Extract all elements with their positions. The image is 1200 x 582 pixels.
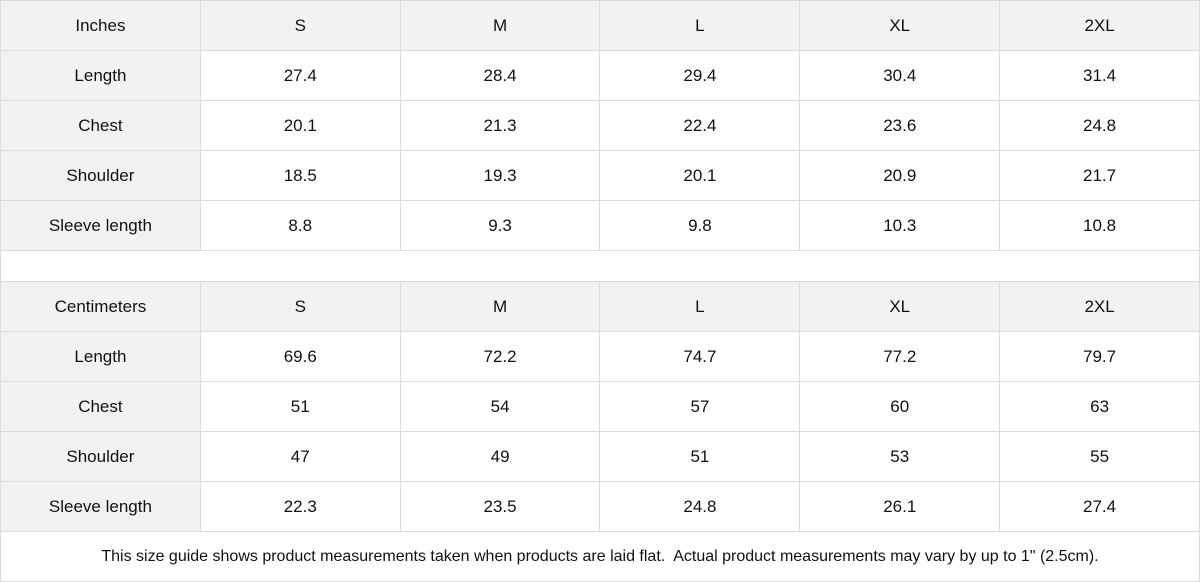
inches-size-table: Inches S M L XL 2XL Length 27.4 28.4 29.4 30.4 31.4… (0, 0, 1200, 251)
measurement-value: 53 (800, 432, 1001, 482)
table-spacer (0, 251, 1200, 281)
measurement-label: Shoulder (1, 432, 201, 482)
measurement-label: Length (1, 332, 201, 382)
size-header: S (200, 282, 401, 332)
unit-header: Centimeters (1, 282, 201, 332)
measurement-value: 9.3 (400, 201, 601, 251)
measurement-value: 9.8 (600, 201, 801, 251)
measurement-value: 10.3 (800, 201, 1001, 251)
size-header: S (200, 1, 401, 51)
measurement-value: 27.4 (1000, 482, 1200, 532)
size-header: L (600, 1, 801, 51)
measurement-value: 54 (400, 382, 601, 432)
centimeters-size-table: Centimeters S M L XL 2XL Length 69.6 72.2 74.7 77.… (0, 281, 1200, 532)
measurement-value: 55 (1000, 432, 1200, 482)
measurement-value: 23.5 (400, 482, 601, 532)
measurement-label: Sleeve length (1, 482, 201, 532)
size-header: 2XL (1000, 1, 1200, 51)
measurement-value: 72.2 (400, 332, 601, 382)
measurement-label: Chest (1, 382, 201, 432)
measurement-value: 27.4 (200, 51, 401, 101)
measurement-value: 47 (200, 432, 401, 482)
measurement-value: 79.7 (1000, 332, 1200, 382)
measurement-value: 26.1 (800, 482, 1001, 532)
measurement-value: 20.9 (800, 151, 1001, 201)
size-header: XL (800, 1, 1001, 51)
measurement-value: 74.7 (600, 332, 801, 382)
measurement-value: 77.2 (800, 332, 1001, 382)
measurement-value: 22.3 (200, 482, 401, 532)
measurement-value: 51 (200, 382, 401, 432)
measurement-value: 20.1 (200, 101, 401, 151)
size-header: M (400, 282, 601, 332)
measurement-value: 30.4 (800, 51, 1001, 101)
measurement-value: 18.5 (200, 151, 401, 201)
measurement-label: Chest (1, 101, 201, 151)
size-header: XL (800, 282, 1001, 332)
measurement-value: 29.4 (600, 51, 801, 101)
measurement-value: 63 (1000, 382, 1200, 432)
measurement-value: 28.4 (400, 51, 601, 101)
measurement-value: 24.8 (1000, 101, 1200, 151)
size-guide-note: This size guide shows product measuremen… (0, 532, 1200, 582)
measurement-label: Sleeve length (1, 201, 201, 251)
measurement-value: 20.1 (600, 151, 801, 201)
size-header: M (400, 1, 601, 51)
measurement-value: 49 (400, 432, 601, 482)
measurement-value: 10.8 (1000, 201, 1200, 251)
measurement-value: 31.4 (1000, 51, 1200, 101)
size-header: 2XL (1000, 282, 1200, 332)
measurement-value: 57 (600, 382, 801, 432)
measurement-value: 8.8 (200, 201, 401, 251)
measurement-value: 19.3 (400, 151, 601, 201)
measurement-label: Shoulder (1, 151, 201, 201)
measurement-value: 51 (600, 432, 801, 482)
measurement-label: Length (1, 51, 201, 101)
measurement-value: 24.8 (600, 482, 801, 532)
unit-header: Inches (1, 1, 201, 51)
measurement-value: 69.6 (200, 332, 401, 382)
measurement-value: 22.4 (600, 101, 801, 151)
measurement-value: 60 (800, 382, 1001, 432)
measurement-value: 21.3 (400, 101, 601, 151)
measurement-value: 23.6 (800, 101, 1001, 151)
size-header: L (600, 282, 801, 332)
measurement-value: 21.7 (1000, 151, 1200, 201)
